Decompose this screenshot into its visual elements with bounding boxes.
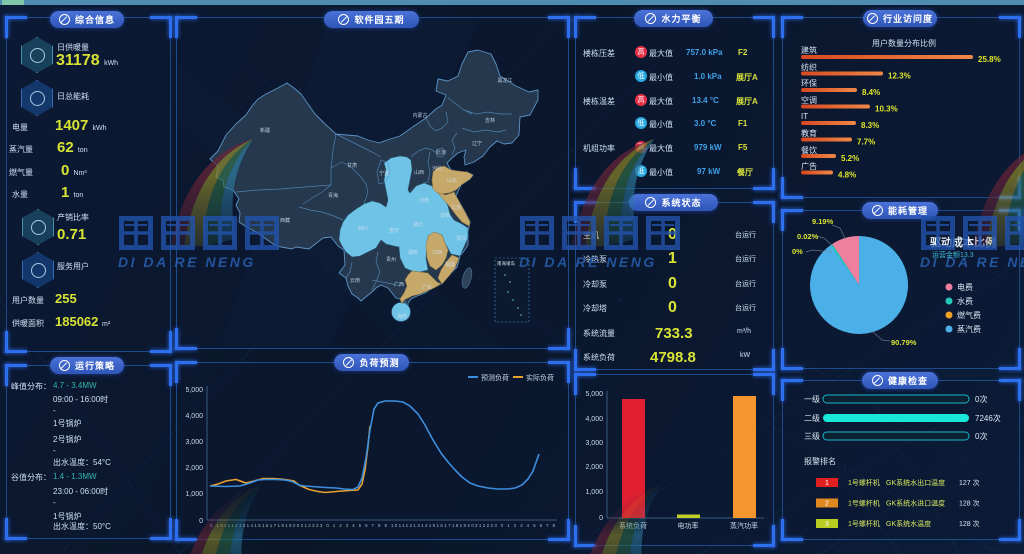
svg-text:蒸汽功率: 蒸汽功率: [730, 521, 758, 530]
svg-text:环保: 环保: [801, 78, 817, 88]
svg-text:山西: 山西: [414, 169, 424, 176]
svg-text:广东: 广东: [422, 284, 432, 291]
svg-text:3,000: 3,000: [585, 440, 603, 447]
svg-text:湖南: 湖南: [408, 249, 418, 256]
svg-text:运营金额13.3: 运营金额13.3: [932, 250, 974, 259]
svg-text:2,000: 2,000: [585, 464, 603, 471]
svg-text:0: 0: [599, 515, 603, 522]
svg-text:8.3%: 8.3%: [861, 121, 879, 130]
svg-text:实际负荷: 实际负荷: [526, 373, 554, 382]
svg-text:25.8%: 25.8%: [978, 55, 1001, 64]
svg-text:4,000: 4,000: [185, 413, 203, 420]
svg-text:三级: 三级: [804, 431, 820, 441]
svg-text:GK系统水温度: GK系统水温度: [886, 519, 931, 528]
svg-text:湖北: 湖北: [413, 221, 423, 228]
svg-text:5,000: 5,000: [585, 391, 603, 398]
svg-text:3,000: 3,000: [185, 439, 203, 446]
svg-text:驱动成本比例: 驱动成本比例: [930, 235, 996, 249]
svg-text:0%: 0%: [792, 247, 803, 256]
svg-text:GK系统水出口温度: GK系统水出口温度: [886, 478, 945, 487]
svg-text:西藏: 西藏: [280, 217, 290, 224]
svg-text:北京: 北京: [436, 149, 446, 156]
svg-text:纺织: 纺织: [801, 62, 817, 72]
svg-text:5,000: 5,000: [185, 387, 203, 394]
svg-text:IT: IT: [801, 112, 808, 121]
svg-text:4,000: 4,000: [585, 416, 603, 423]
svg-text:12.3%: 12.3%: [888, 72, 911, 81]
svg-text:127 次: 127 次: [959, 478, 980, 487]
svg-text:内蒙古: 内蒙古: [412, 112, 427, 119]
svg-text:宁夏: 宁夏: [379, 170, 389, 177]
svg-text:电费: 电费: [957, 282, 973, 292]
svg-text:福建: 福建: [445, 261, 455, 268]
svg-text:南海诸岛: 南海诸岛: [497, 260, 515, 267]
svg-text:空调: 空调: [801, 95, 817, 105]
svg-text:5.2%: 5.2%: [841, 154, 859, 163]
svg-text:0次: 0次: [975, 431, 987, 441]
svg-text:1号螺杆机: 1号螺杆机: [848, 499, 880, 508]
svg-text:预测负荷: 预测负荷: [481, 373, 509, 382]
svg-text:甘肃: 甘肃: [347, 162, 357, 169]
svg-text:蒸汽费: 蒸汽费: [957, 324, 981, 334]
svg-text:0: 0: [199, 518, 203, 525]
svg-text:1,000: 1,000: [585, 489, 603, 496]
svg-text:2: 2: [825, 501, 829, 508]
svg-text:新疆: 新疆: [260, 127, 270, 134]
svg-text:4.8%: 4.8%: [838, 171, 856, 180]
svg-text:1: 1: [825, 480, 829, 487]
svg-text:2,000: 2,000: [185, 465, 203, 472]
svg-text:浙江: 浙江: [456, 235, 466, 242]
svg-text:餐饮: 餐饮: [801, 145, 817, 155]
svg-text:江苏: 江苏: [451, 204, 461, 211]
svg-text:0次: 0次: [975, 394, 987, 404]
svg-text:9 1011121314151617181920212223: 9 1011121314151617181920212223 0 1 2 3 4…: [210, 523, 555, 528]
svg-text:燃气费: 燃气费: [957, 310, 981, 320]
svg-text:河北: 河北: [432, 165, 442, 172]
svg-text:安徽: 安徽: [440, 212, 450, 219]
svg-text:1号螺杆机: 1号螺杆机: [848, 519, 880, 528]
svg-text:云南: 云南: [350, 277, 360, 284]
svg-text:广告: 广告: [801, 161, 817, 171]
svg-text:河南: 河南: [419, 197, 429, 204]
svg-text:1,000: 1,000: [185, 491, 203, 498]
svg-text:0.02%: 0.02%: [797, 232, 819, 241]
svg-text:8.4%: 8.4%: [862, 88, 880, 97]
svg-text:教育: 教育: [801, 128, 817, 138]
svg-text:黑龙江: 黑龙江: [497, 77, 512, 84]
svg-text:7.7%: 7.7%: [857, 138, 875, 147]
svg-text:128 次: 128 次: [959, 519, 980, 528]
svg-text:海南: 海南: [397, 313, 407, 320]
svg-text:广西: 广西: [394, 281, 404, 288]
svg-text:吉林: 吉林: [485, 117, 495, 124]
svg-text:建筑: 建筑: [801, 45, 817, 55]
svg-text:辽宁: 辽宁: [472, 140, 482, 147]
svg-text:90.79%: 90.79%: [891, 338, 917, 347]
svg-text:1号螺杆机: 1号螺杆机: [848, 478, 880, 487]
svg-text:重庆: 重庆: [389, 227, 399, 234]
svg-text:二级: 二级: [804, 413, 820, 423]
svg-text:山东: 山东: [447, 177, 457, 184]
svg-text:贵州: 贵州: [386, 256, 396, 263]
svg-text:水费: 水费: [957, 296, 973, 306]
svg-text:7246次: 7246次: [975, 413, 1001, 423]
svg-text:3: 3: [825, 521, 829, 528]
svg-text:青海: 青海: [328, 192, 338, 199]
svg-text:128 次: 128 次: [959, 499, 980, 508]
svg-text:报警排名: 报警排名: [804, 456, 836, 466]
svg-text:系统负荷: 系统负荷: [619, 521, 647, 530]
svg-text:9.19%: 9.19%: [812, 217, 834, 226]
svg-text:10.3%: 10.3%: [875, 105, 898, 114]
svg-text:江西: 江西: [432, 249, 442, 256]
svg-text:四川: 四川: [358, 226, 368, 232]
svg-text:一级: 一级: [804, 394, 820, 404]
svg-text:GK系统水进口温度: GK系统水进口温度: [886, 499, 945, 508]
svg-text:电功率: 电功率: [678, 521, 699, 530]
